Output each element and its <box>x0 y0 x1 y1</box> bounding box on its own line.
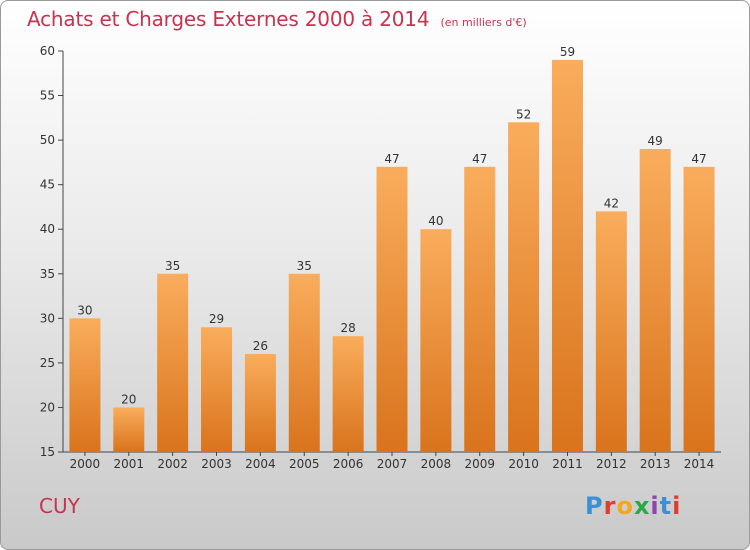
x-tick-label-2004: 2004 <box>245 457 276 471</box>
x-tick-label-2012: 2012 <box>596 457 627 471</box>
bar-2000 <box>69 318 101 452</box>
logo-letter: o <box>616 492 634 520</box>
x-tick-label-2005: 2005 <box>289 457 320 471</box>
x-tick-label-2010: 2010 <box>508 457 539 471</box>
value-label-2013: 49 <box>648 134 663 148</box>
value-label-2009: 47 <box>472 152 487 166</box>
bar-2001 <box>113 407 145 452</box>
value-label-2000: 30 <box>77 303 92 317</box>
x-tick-label-2013: 2013 <box>640 457 671 471</box>
chart-title-row: Achats et Charges Externes 2000 à 2014 (… <box>27 7 527 31</box>
commune-name: CUY <box>39 494 80 518</box>
logo-letter: x <box>633 492 651 520</box>
x-tick-label-2014: 2014 <box>684 457 715 471</box>
y-tick-label: 30 <box>40 311 55 325</box>
y-tick-label: 60 <box>40 44 55 58</box>
value-label-2004: 26 <box>253 339 268 353</box>
value-label-2012: 42 <box>604 196 619 210</box>
bar-2002 <box>157 273 189 452</box>
x-tick-label-2003: 2003 <box>201 457 232 471</box>
value-label-2007: 47 <box>384 152 399 166</box>
bar-2008 <box>420 229 452 452</box>
x-tick-label-2001: 2001 <box>114 457 145 471</box>
value-label-2001: 20 <box>121 392 136 406</box>
x-tick-label-2011: 2011 <box>552 457 583 471</box>
value-label-2002: 35 <box>165 259 180 273</box>
bar-2003 <box>201 327 233 452</box>
value-label-2008: 40 <box>428 214 443 228</box>
value-label-2006: 28 <box>340 321 355 335</box>
proxiti-logo: Proxiti <box>585 492 681 520</box>
value-label-2005: 35 <box>297 259 312 273</box>
bar-2004 <box>244 353 276 452</box>
logo-letter: t <box>659 492 673 520</box>
bar-2005 <box>288 273 320 452</box>
y-tick-label: 45 <box>40 178 55 192</box>
x-tick-label-2006: 2006 <box>333 457 364 471</box>
bar-2014 <box>683 166 715 452</box>
logo-letter: i <box>672 492 682 520</box>
y-tick-label: 50 <box>40 133 55 147</box>
bar-2007 <box>376 166 408 452</box>
bar-2010 <box>508 122 540 453</box>
bar-2006 <box>332 336 364 452</box>
value-label-2010: 52 <box>516 107 531 121</box>
bar-2012 <box>595 211 627 452</box>
x-tick-label-2009: 2009 <box>464 457 495 471</box>
logo-letter: r <box>603 492 617 520</box>
y-tick-label: 55 <box>40 89 55 103</box>
bar-2011 <box>551 59 583 453</box>
x-tick-label-2002: 2002 <box>157 457 188 471</box>
y-tick-label: 35 <box>40 267 55 281</box>
y-tick-label: 20 <box>40 400 55 414</box>
chart-title: Achats et Charges Externes 2000 à 2014 <box>27 7 430 31</box>
bar-2009 <box>464 166 496 452</box>
logo-letter: i <box>650 492 660 520</box>
x-tick-label-2000: 2000 <box>70 457 101 471</box>
y-tick-label: 15 <box>40 445 55 459</box>
chart-unit: (en milliers d'€) <box>440 16 527 29</box>
bars: 30 20 35 29 26 35 28 47 40 47 52 59 42 49 47 <box>69 45 715 453</box>
y-tick-label: 25 <box>40 356 55 370</box>
axes: 15 20 25 30 35 40 45 50 55 60 2000 2001 2002 2003 2004… <box>40 44 721 471</box>
logo-letter: P <box>585 492 604 520</box>
bar-2013 <box>639 149 671 452</box>
value-label-2011: 59 <box>560 45 575 59</box>
x-tick-label-2007: 2007 <box>377 457 408 471</box>
value-label-2003: 29 <box>209 312 224 326</box>
y-tick-label: 40 <box>40 222 55 236</box>
value-label-2014: 47 <box>691 152 706 166</box>
x-tick-label-2008: 2008 <box>421 457 452 471</box>
